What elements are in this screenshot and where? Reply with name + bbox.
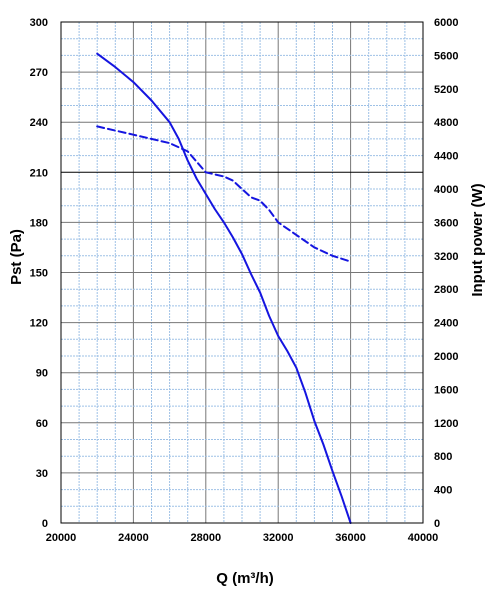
left-y-tick-label: 150 [30,268,48,280]
input-power-curve [96,125,352,263]
left-y-tick-labels: 0 30 60 90 120 150 180 210 240 270 300 [30,17,48,530]
right-y-tick-label: 3600 [434,217,458,229]
right-y-tick-label: 2400 [434,318,458,330]
right-y-tick-label: 1600 [434,384,458,396]
x-tick-label: 24000 [118,532,149,544]
right-y-tick-label: 4800 [434,117,458,129]
left-y-tick-label: 60 [36,418,48,430]
series-layer [96,52,352,524]
plot-frame [60,21,424,524]
x-tick-label: 32000 [263,532,294,544]
right-y-tick-label: 3200 [434,251,458,263]
left-y-tick-label: 270 [30,67,48,79]
left-y-tick-label: 90 [36,368,48,380]
right-y-tick-label: 2000 [434,351,458,363]
left-y-tick-label: 180 [30,217,48,229]
left-y-tick-label: 30 [36,468,48,480]
right-y-tick-labels: 0 400 800 1200 1600 2000 2400 2800 3200 3600 4000 4… [434,17,458,530]
right-y-tick-label: 5600 [434,50,458,62]
right-y-tick-label: 800 [434,451,452,463]
right-y-tick-label: 2800 [434,284,458,296]
left-y-tick-label: 240 [30,117,48,129]
right-y-tick-label: 4400 [434,151,458,163]
right-y-tick-label: 400 [434,485,452,497]
grid-lines [61,22,423,523]
right-y-tick-label: 5200 [434,84,458,96]
pressure-curve [96,52,352,524]
right-y-tick-label: 0 [434,518,440,530]
right-y-axis-title: Input power (W) [469,183,486,296]
left-y-tick-label: 120 [30,318,48,330]
right-y-tick-label: 6000 [434,17,458,29]
x-tick-labels: 20000 24000 28000 32000 36000 40000 [46,532,439,544]
x-tick-label: 28000 [191,532,222,544]
left-y-tick-label: 0 [42,518,48,530]
right-y-tick-label: 4000 [434,184,458,196]
x-tick-label: 40000 [408,532,439,544]
x-axis-title: Q (m³/h) [216,570,274,587]
left-y-tick-label: 210 [30,167,48,179]
left-y-tick-label: 300 [30,17,48,29]
x-tick-label: 36000 [335,532,366,544]
left-y-axis-title: Pst (Pa) [8,229,25,285]
right-y-tick-label: 1200 [434,418,458,430]
x-tick-label: 20000 [46,532,77,544]
